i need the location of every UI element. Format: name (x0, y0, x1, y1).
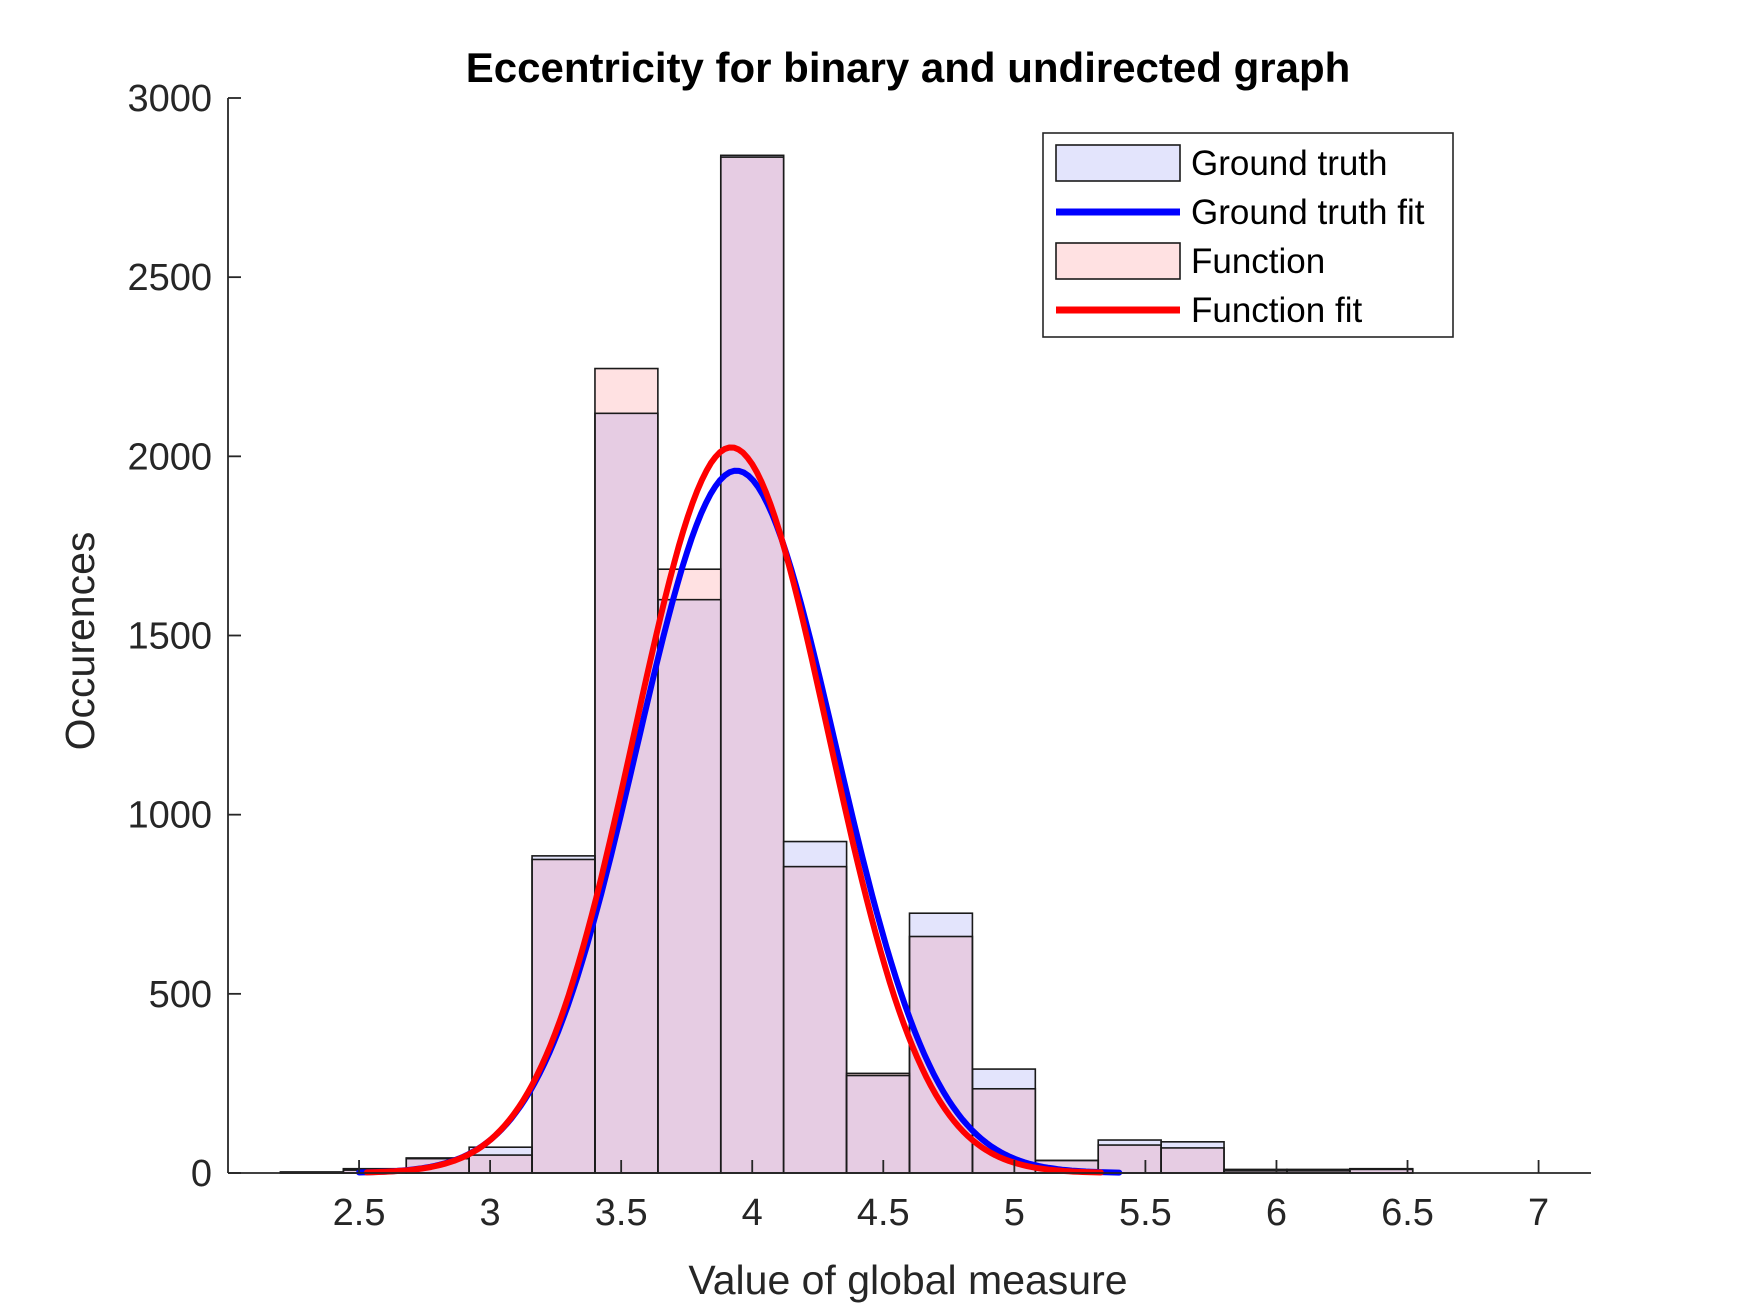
bar-excess-14 (1161, 1141, 1225, 1148)
bar-excess-5 (594, 368, 658, 414)
bar-excess-8 (783, 841, 847, 867)
x-axis-label: Value of global measure (688, 1257, 1127, 1303)
bar-overlap-3 (469, 1155, 533, 1173)
legend-swatch-0 (1055, 144, 1181, 182)
bar-overlap-14 (1161, 1147, 1225, 1173)
x-tick-label-7: 6 (1266, 1192, 1287, 1234)
function-fit-line (363, 444, 1104, 1176)
legend[interactable]: Ground truth Ground truth fit Function Func… (1042, 132, 1454, 338)
y-tick-label-1: 500 (149, 974, 212, 1016)
legend-label-3: Function fit (1191, 291, 1362, 330)
y-tick-label-3: 1500 (127, 616, 212, 658)
y-tick-label-6: 3000 (127, 78, 212, 120)
y-tick-label-5: 2500 (127, 257, 212, 299)
bar-overlap-16 (1286, 1170, 1350, 1173)
x-tick-label-4: 4.5 (857, 1192, 910, 1234)
x-tick-label-6: 5.5 (1119, 1192, 1172, 1234)
fit-curves (356, 444, 1123, 1176)
chart-title: Eccentricity for binary and undirected g… (466, 44, 1351, 91)
x-tick-label-9: 7 (1528, 1192, 1549, 1234)
bar-excess-10 (909, 913, 973, 937)
y-tick-label-2: 1000 (127, 795, 212, 837)
x-tick-label-0: 2.5 (333, 1192, 386, 1234)
bar-overlap-13 (1098, 1145, 1162, 1173)
y-tick-label-4: 2000 (127, 436, 212, 478)
bar-excess-7 (720, 155, 784, 158)
bar-overlap-9 (846, 1075, 910, 1173)
y-axis-label: Occurences (57, 532, 103, 751)
legend-label-2: Function (1191, 242, 1325, 281)
bar-overlap-6 (657, 599, 721, 1173)
bar-overlap-15 (1224, 1170, 1287, 1173)
bar-excess-4 (532, 855, 595, 860)
axes: 0 500 1000 1500 2000 2500 3000 2.5 3 3.5 4 4.5 5 5.5 6… (127, 78, 1591, 1234)
bar-overlap-7 (720, 157, 784, 1173)
histogram-bars (279, 154, 1414, 1174)
x-tick-label-3: 4 (742, 1192, 763, 1234)
x-tick-label-1: 3 (480, 1192, 501, 1234)
x-tick-label-8: 6.5 (1381, 1192, 1434, 1234)
legend-label-0: Ground truth (1191, 144, 1388, 183)
bar-excess-9 (846, 1073, 910, 1076)
bar-excess-3 (469, 1147, 533, 1156)
bar-excess-13 (1098, 1140, 1162, 1146)
bar-excess-11 (972, 1069, 1036, 1089)
bar-overlap-8 (783, 866, 847, 1173)
legend-swatch-2 (1055, 242, 1181, 280)
y-tick-label-0: 0 (191, 1153, 212, 1195)
x-tick-label-5: 5 (1004, 1192, 1025, 1234)
x-tick-label-2: 3.5 (595, 1192, 648, 1234)
bar-overlap-17 (1349, 1169, 1413, 1173)
legend-label-1: Ground truth fit (1191, 193, 1425, 232)
